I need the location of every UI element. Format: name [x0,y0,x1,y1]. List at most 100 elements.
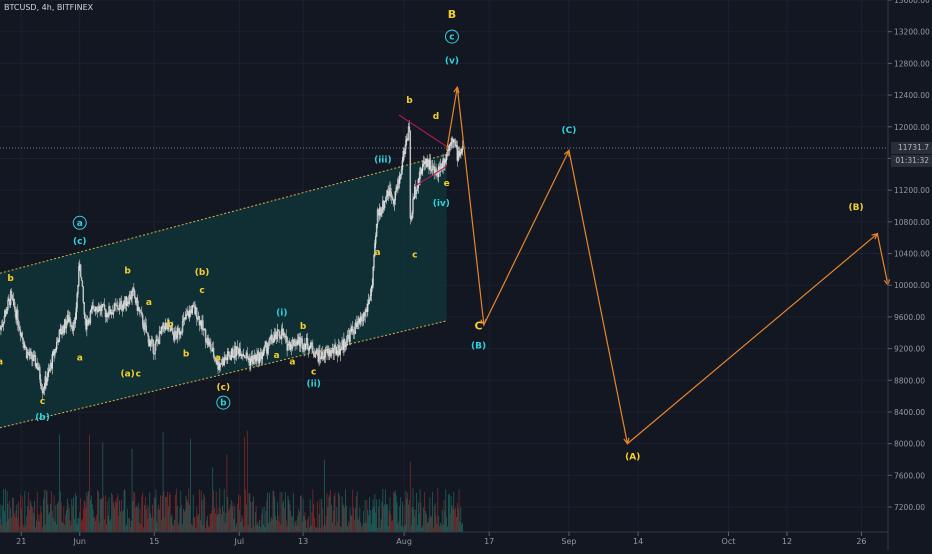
volume-bar [420,489,421,532]
volume-bar [202,500,203,532]
wave-label: (b) [195,268,210,278]
volume-bar [225,523,226,532]
volume-bar [442,510,443,532]
volume-bar [154,497,155,532]
volume-bar [164,517,165,532]
volume-bar [352,490,353,532]
volume-bar [401,526,402,532]
volume-bar [180,491,181,532]
volume-bar [18,502,19,532]
candle-body [153,340,154,353]
candle-body [84,302,85,314]
volume-bar [405,525,406,532]
time-tick-label: 26 [856,537,866,546]
price-axis[interactable]: 7200.007600.008000.008400.008800.009200.… [888,0,930,550]
wave-label: a [146,298,152,308]
volume-bar [160,495,161,532]
volume-bar [63,507,64,532]
wave-label: b [167,320,174,330]
volume-bar [257,522,258,532]
candle-body [454,140,455,142]
candle-body [82,281,83,287]
volume-bar [197,516,198,532]
volume-bar [453,492,454,532]
wave-label: c [136,369,141,379]
volume-bar [241,522,242,532]
volume-bar [134,493,135,532]
volume-bar [298,509,299,532]
volume-bar [222,506,223,532]
wave-label: e [444,179,450,189]
volume-bar [187,502,188,532]
volume-bar [361,527,362,532]
volume-bar [252,501,253,532]
volume-bar [445,489,446,532]
volume-bar [25,525,26,532]
volume-bar [205,528,206,532]
symbol-title: BTCUSD, 4h, BITFINEX [4,3,93,12]
volume-bar [24,528,25,532]
volume-bar [22,496,23,532]
volume-bar [333,511,334,532]
volume-bar [224,489,225,532]
volume-bar [48,515,49,532]
volume-bar [118,516,119,532]
volume-bar [237,504,238,532]
volume-bar [42,527,43,532]
volume-bar [452,508,453,532]
wave-label: (i) [276,308,287,318]
volume-bar [263,524,264,532]
volume-bar [177,506,178,532]
volume-bar [460,507,461,532]
candle-body [280,336,281,338]
candle-body [202,321,203,330]
volume-bar [47,491,48,532]
volume-bar [314,518,315,532]
volume-bar [186,496,187,532]
wave-label: (b) [35,413,50,423]
volume-bar [242,519,243,532]
volume-bar [123,510,124,532]
volume-bar [34,501,35,532]
volume-bar [276,520,277,532]
volume-bar [353,508,354,532]
volume-bar [93,509,94,532]
volume-bar [173,526,174,532]
volume-bar [79,512,80,532]
candle-body [133,288,134,291]
volume-bar [158,505,159,532]
volume-bar [172,524,173,532]
volume-bar [300,496,301,532]
wave-label: B [448,8,456,21]
volume-bar [78,518,79,532]
volume-bar [55,505,56,532]
candle-body [353,330,354,333]
volume-bar [415,510,416,532]
volume-bar [406,498,407,532]
volume-bar [53,518,54,532]
volume-bar [29,510,30,532]
candle-body [272,335,273,341]
volume-bar [254,526,255,532]
wave-label: (A) [625,452,640,462]
volume-bar [287,526,288,532]
volume-bar [382,489,383,532]
wave-label: a [215,353,221,363]
volume-bar [391,521,392,532]
volume-bar [192,525,193,532]
volume-bar [12,497,13,532]
volume-bar [21,508,22,532]
volume-bar [87,496,88,532]
candle-body [22,333,23,338]
candle-body [229,355,230,357]
volume-bar [460,522,461,532]
volume-bar [384,505,385,532]
volume-bar [243,527,244,532]
candle-body [140,310,141,312]
volume-bar [390,515,391,532]
volume-bar [240,496,241,532]
volume-bar [374,507,375,532]
